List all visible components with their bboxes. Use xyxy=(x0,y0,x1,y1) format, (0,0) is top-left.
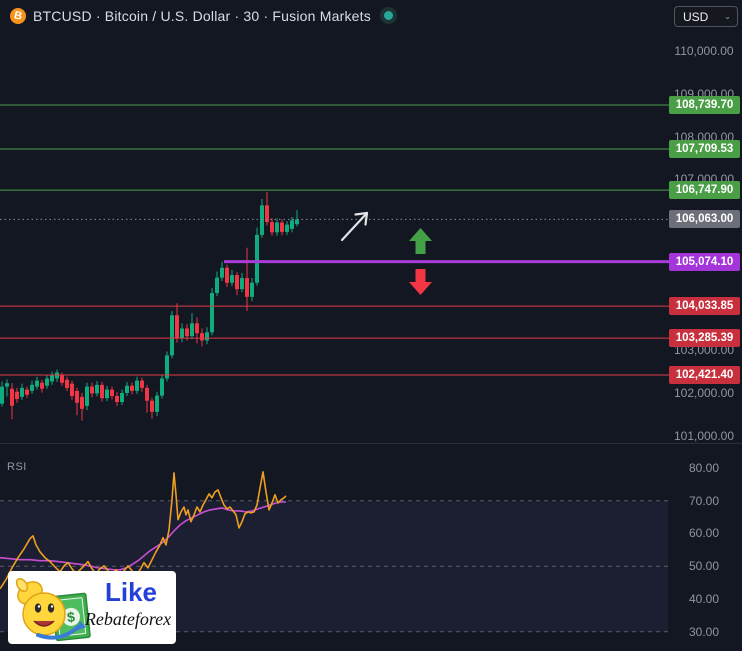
candle-body xyxy=(255,234,259,283)
price-level-badge-resistance: 106,747.90 xyxy=(669,181,740,200)
emoji-thumbs-up-dollar-icon: $ xyxy=(15,577,91,642)
candle-body xyxy=(145,387,149,401)
market-status-indicator[interactable] xyxy=(379,7,397,24)
rsi-ma-line xyxy=(0,501,286,571)
candle-body xyxy=(85,386,89,406)
rsi-indicator-label[interactable]: RSI xyxy=(7,461,27,473)
price-level-badge-resistance: 108,739.70 xyxy=(669,96,740,114)
rsi-axis-tick: 30.00 xyxy=(688,624,720,639)
candle-body xyxy=(165,355,169,379)
candle-body xyxy=(100,384,104,399)
candle-body xyxy=(250,282,254,297)
candle-body xyxy=(180,328,184,339)
candle-body xyxy=(90,386,94,394)
candle-body xyxy=(115,395,119,402)
candle-body xyxy=(125,385,129,394)
drawn-trend-arrow[interactable] xyxy=(340,211,369,242)
candle-body xyxy=(240,278,244,290)
rsi-axis-tick: 70.00 xyxy=(688,493,720,508)
candle-body xyxy=(75,390,79,403)
candle-body xyxy=(65,379,69,388)
candle-body xyxy=(290,220,294,229)
candle-body xyxy=(5,383,9,387)
candle-body xyxy=(260,205,264,235)
candle-body xyxy=(0,386,4,404)
candle-body xyxy=(150,400,154,412)
currency-dropdown[interactable]: USD ⌄ xyxy=(674,6,738,27)
candle-body xyxy=(10,388,14,406)
candle-body xyxy=(245,278,249,297)
candle-body xyxy=(105,389,109,399)
candle-body xyxy=(285,224,289,232)
rsi-axis-tick: 60.00 xyxy=(688,526,720,541)
price-level-badge-breakout: 105,074.10 xyxy=(669,252,740,271)
price-level-badge-support: 104,033.85 xyxy=(669,297,740,316)
candle-body xyxy=(195,323,199,334)
candle-body xyxy=(200,333,204,341)
chevron-down-icon: ⌄ xyxy=(724,12,731,21)
svg-text:$: $ xyxy=(66,609,76,626)
price-axis-tick: 101,000.00 xyxy=(673,428,735,443)
candle-body xyxy=(235,275,239,290)
candle-body xyxy=(280,222,284,232)
candle-body xyxy=(155,395,159,412)
price-axis-tick: 110,000.00 xyxy=(674,44,734,59)
candle-body xyxy=(230,275,234,283)
candle-body xyxy=(225,267,229,283)
candle-body xyxy=(50,374,54,382)
candle-body xyxy=(140,380,144,388)
price-level-badge-support: 103,285.39 xyxy=(669,329,740,348)
watermark-brand-text: Rebateforex xyxy=(84,609,172,629)
candle-body xyxy=(210,293,214,333)
up-arrow-marker[interactable] xyxy=(409,228,432,254)
price-level-badge-current: 106,063.00 xyxy=(669,210,740,229)
candle-body xyxy=(295,219,299,225)
candle-body xyxy=(160,378,164,396)
rsi-axis-tick: 80.00 xyxy=(688,461,720,475)
brand-watermark: $ Like Rebateforex xyxy=(8,571,176,644)
candle-body xyxy=(175,315,179,339)
candle-body xyxy=(215,277,219,294)
candle-body xyxy=(220,267,224,278)
currency-dropdown-value: USD xyxy=(683,9,709,24)
candle-body xyxy=(130,385,134,391)
candle-body xyxy=(15,391,19,399)
symbol-title[interactable]: BTCUSD · Bitcoin / U.S. Dollar · 30 · Fu… xyxy=(33,7,371,24)
candle-body xyxy=(95,384,99,394)
candle-body xyxy=(35,380,39,387)
candle-body xyxy=(275,222,279,233)
price-level-badge-resistance: 107,709.53 xyxy=(669,140,740,159)
bitcoin-icon: B xyxy=(10,7,26,24)
candle-body xyxy=(20,387,24,397)
price-level-badge-support: 102,421.40 xyxy=(669,366,740,384)
price-axis-tick: 102,000.00 xyxy=(673,386,735,400)
rsi-line xyxy=(0,471,287,590)
rsi-axis-tick: 40.00 xyxy=(688,591,720,606)
candle-body xyxy=(190,323,194,337)
down-arrow-marker[interactable] xyxy=(409,269,432,295)
candle-body xyxy=(120,393,124,402)
candle-body xyxy=(40,382,44,389)
price-axis[interactable]: 110,000.00 109,000.00 108,000.00 107,000.00… xyxy=(669,0,741,651)
watermark-like-text: Like xyxy=(104,577,158,607)
candle-body xyxy=(110,389,114,396)
candle-body xyxy=(170,315,174,356)
candle-body xyxy=(80,396,84,409)
candle-body xyxy=(25,389,29,395)
candle-body xyxy=(60,375,64,383)
candle-body xyxy=(205,332,209,341)
candle-body xyxy=(135,380,139,391)
candle-body xyxy=(185,328,189,337)
pane-separator[interactable] xyxy=(0,443,742,444)
symbol-legend[interactable]: B BTCUSD · Bitcoin / U.S. Dollar · 30 · … xyxy=(10,7,397,24)
candle-body xyxy=(70,383,74,396)
candle-body xyxy=(45,378,49,386)
rsi-axis-tick: 50.00 xyxy=(688,559,720,574)
market-open-dot-icon xyxy=(383,11,393,20)
candle-body xyxy=(265,205,269,223)
candle-body xyxy=(270,222,274,233)
candle-body xyxy=(30,384,34,391)
